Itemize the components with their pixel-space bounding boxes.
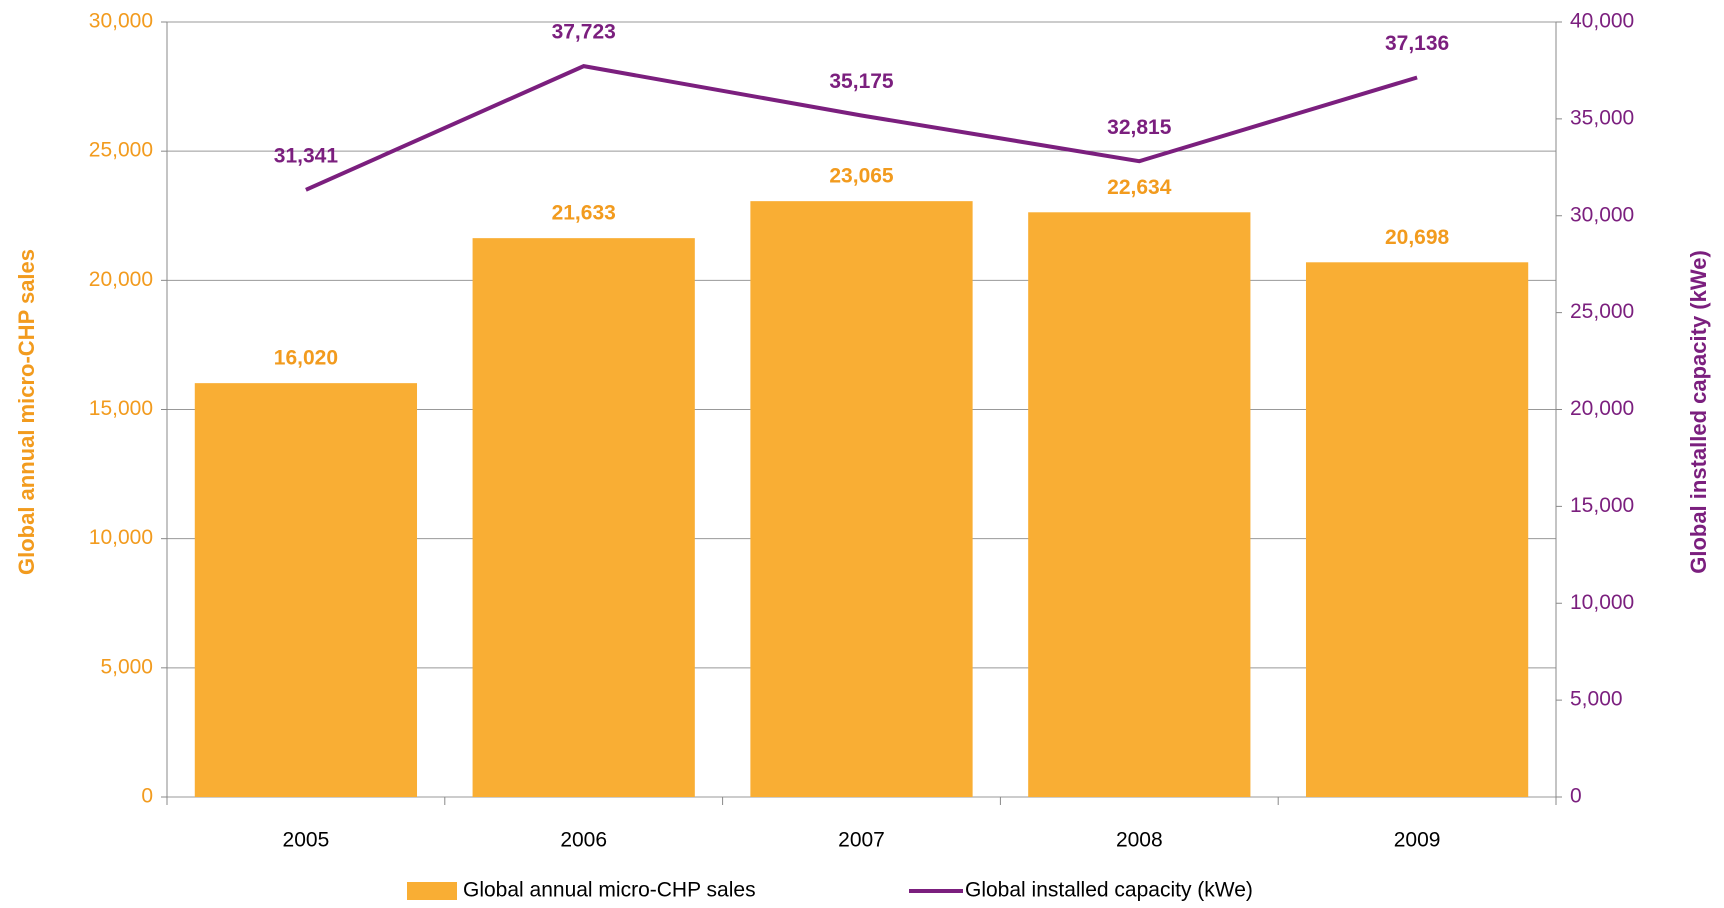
y-tick-label: 30,000 <box>89 10 153 33</box>
y2-tick-label: 40,000 <box>1570 10 1634 33</box>
y2-axis-title: Global installed capacity (kWe) <box>1686 250 1711 574</box>
y2-tick-label: 10,000 <box>1570 591 1634 614</box>
y2-tick-label: 20,000 <box>1570 397 1634 420</box>
y2-tick-label: 15,000 <box>1570 494 1634 517</box>
y-tick-label: 25,000 <box>89 139 153 162</box>
y2-tick-label: 0 <box>1570 785 1582 808</box>
y2-tick-label: 25,000 <box>1570 300 1634 323</box>
bar-value-label: 20,698 <box>1385 226 1450 249</box>
legend-swatch <box>407 882 457 900</box>
bar-value-label: 23,065 <box>829 165 894 188</box>
line-value-label: 31,341 <box>274 144 339 167</box>
line-value-label: 37,136 <box>1385 32 1449 55</box>
x-tick-label: 2007 <box>838 829 885 852</box>
legend-label: Global annual micro-CHP sales <box>463 879 756 902</box>
y-tick-label: 5,000 <box>100 655 153 678</box>
line-value-label: 35,175 <box>829 70 894 93</box>
y-tick-label: 0 <box>141 785 153 808</box>
y2-tick-label: 30,000 <box>1570 203 1634 226</box>
bar-value-label: 22,634 <box>1107 176 1172 199</box>
line-value-label: 37,723 <box>552 21 616 44</box>
bar <box>472 238 695 797</box>
legend-label: Global installed capacity (kWe) <box>965 879 1253 902</box>
y-tick-label: 20,000 <box>89 268 153 291</box>
bar <box>194 383 418 797</box>
x-tick-label: 2006 <box>560 829 607 852</box>
y-axis-title: Global annual micro-CHP sales <box>14 249 39 575</box>
x-tick-label: 2009 <box>1394 829 1441 852</box>
bar <box>1028 212 1251 797</box>
y2-tick-label: 5,000 <box>1570 688 1623 711</box>
bar <box>1305 262 1529 798</box>
y2-tick-label: 35,000 <box>1570 106 1634 129</box>
line <box>305 64 1418 192</box>
x-tick-label: 2008 <box>1116 829 1163 852</box>
y-tick-label: 15,000 <box>89 397 153 420</box>
y-tick-label: 10,000 <box>89 526 153 549</box>
bar-value-label: 16,020 <box>274 347 338 370</box>
bar-value-label: 21,633 <box>552 202 616 225</box>
bar <box>750 201 973 797</box>
line-value-label: 32,815 <box>1107 116 1172 139</box>
x-tick-label: 2005 <box>283 829 330 852</box>
